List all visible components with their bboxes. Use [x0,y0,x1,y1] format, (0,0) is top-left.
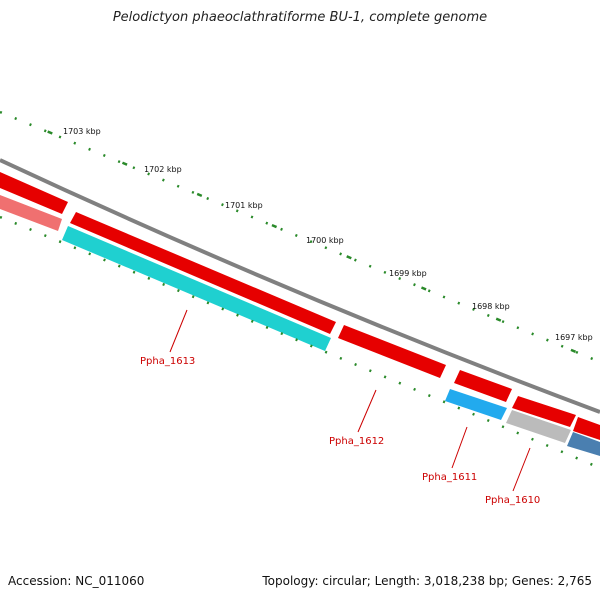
cog-feature-light[interactable] [0,195,62,231]
kbp-label-1699: 1699 kbp [389,269,427,278]
kbp-label-1703: 1703 kbp [63,127,101,136]
genome-title: Pelodictyon phaeoclathratiforme BU-1, co… [112,10,488,25]
gene-label-1612[interactable]: Ppha_1612 [329,436,384,447]
cds-feature-1612[interactable] [338,325,446,378]
gene-label-1610[interactable]: Ppha_1610 [485,495,540,506]
kbp-label-1701: 1701 kbp [225,201,263,210]
cog-feature-gray[interactable] [506,410,571,443]
accession-text: Accession: NC_011060 [8,574,145,588]
kbp-label-1700: 1700 kbp [306,236,344,245]
inner-tick-track [0,215,600,470]
kbp-label-1697: 1697 kbp [555,333,593,342]
leader-line-1610 [512,447,531,492]
cds-feature-1611[interactable] [454,370,512,402]
cog-feature-blue[interactable] [445,389,507,420]
gene-label-1613[interactable]: Ppha_1613 [140,356,195,367]
genome-summary-text: Topology: circular; Length: 3,018,238 bp… [262,574,592,588]
cds-feature-1614[interactable] [0,172,68,214]
kbp-labels: 1703 kbp 1702 kbp 1701 kbp 1700 kbp 1699… [63,127,593,342]
cds-feature-1609[interactable] [573,417,600,440]
genome-backbone [0,158,600,414]
leader-line-1611 [451,426,468,469]
cds-feature-1610[interactable] [512,396,576,427]
cog-feature-steel[interactable] [567,432,600,456]
cds-row [0,172,600,440]
kbp-label-1698: 1698 kbp [472,302,510,311]
gene-labels: Ppha_1613 Ppha_1612 Ppha_1611 Ppha_1610 [140,356,540,506]
cds-feature-1613[interactable] [70,212,336,334]
cog-feature-cyan[interactable] [62,226,331,351]
gene-label-1611[interactable]: Ppha_1611 [422,472,477,483]
leader-lines [169,309,531,492]
kbp-label-1702: 1702 kbp [144,165,182,174]
cog-row [0,195,600,456]
leader-line-1613 [169,309,188,353]
leader-line-1612 [357,389,377,433]
